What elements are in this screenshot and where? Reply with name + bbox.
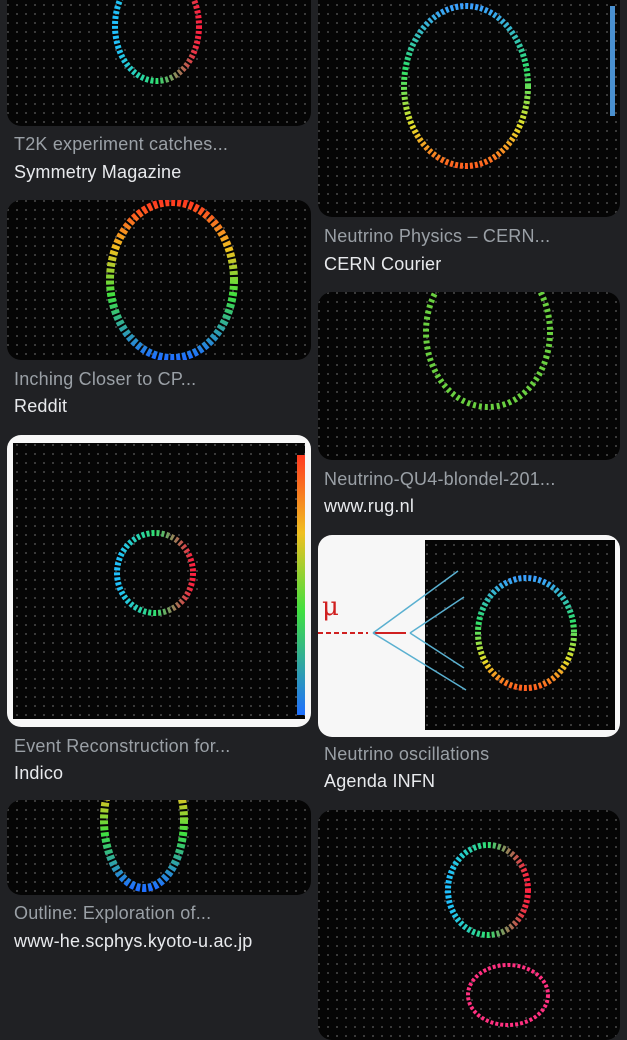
result-thumbnail[interactable]: μ [318, 535, 620, 737]
result-source: Agenda INFN [324, 771, 436, 791]
result-source: Reddit [14, 396, 68, 416]
result-thumbnail[interactable] [7, 200, 311, 360]
result-thumbnail[interactable] [7, 800, 311, 895]
result-thumbnail[interactable] [7, 435, 311, 727]
result-title[interactable]: T2K experiment catches... [14, 134, 229, 154]
result-source: www-he.scphys.kyoto-u.ac.jp [14, 931, 253, 951]
result-title[interactable]: Event Reconstruction for... [14, 736, 231, 756]
result-source: Symmetry Magazine [14, 162, 182, 182]
mu-label: μ [322, 592, 339, 622]
result-source: Indico [14, 763, 64, 783]
result-thumbnail[interactable] [318, 292, 620, 460]
result-source: www.rug.nl [324, 496, 415, 516]
result-thumbnail[interactable] [318, 0, 620, 217]
result-thumbnail[interactable] [7, 0, 311, 126]
result-title[interactable]: Outline: Exploration of... [14, 903, 212, 923]
result-title[interactable]: Neutrino-QU4-blondel-201... [324, 469, 556, 489]
result-title[interactable]: Inching Closer to CP... [14, 369, 197, 389]
result-source: CERN Courier [324, 254, 442, 274]
result-thumbnail[interactable] [318, 810, 620, 1040]
result-title[interactable]: Neutrino oscillations [324, 744, 490, 764]
result-title[interactable]: Neutrino Physics – CERN... [324, 226, 551, 246]
